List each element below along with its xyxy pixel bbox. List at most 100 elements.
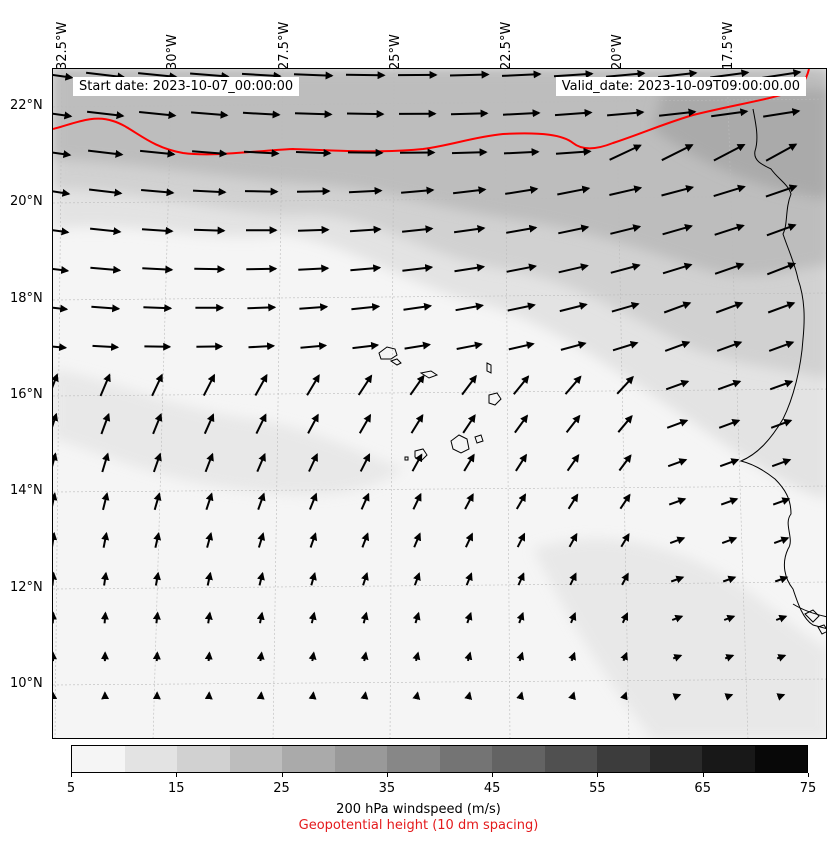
lat-label-12n: 12°N (10, 580, 43, 595)
wind-arrow (711, 108, 749, 118)
wind-arrow (503, 148, 540, 157)
wind-arrow (409, 374, 425, 396)
wind-arrow (202, 373, 216, 397)
wind-arrow (776, 693, 786, 701)
wind-arrow (770, 419, 793, 429)
wind-arrow (766, 262, 797, 276)
wind-arrow (765, 184, 798, 198)
wind-arrow (357, 374, 373, 396)
colorbar-swatch (544, 746, 597, 772)
wind-arrow (53, 111, 73, 120)
lon-label-17-5w: 17.5°W (721, 21, 736, 70)
colorbar-tick-mark (492, 773, 494, 777)
wind-arrow (558, 263, 589, 274)
wind-arrow (411, 453, 423, 472)
wind-arrow (620, 691, 628, 701)
wind-arrow (453, 225, 486, 234)
wind-arrow (204, 651, 213, 662)
colorbar-swatch (229, 746, 282, 772)
wind-arrow (412, 651, 421, 662)
wind-arrow (517, 572, 525, 586)
wind-arrow (515, 453, 527, 472)
wind-arrow (620, 651, 628, 662)
wind-arrow (101, 571, 109, 586)
wind-arrow (606, 69, 646, 78)
colorbar-swatch (597, 746, 650, 772)
wind-arrow (247, 303, 277, 312)
wind-arrow (616, 375, 634, 395)
wind-arrow (610, 262, 641, 274)
graticule (53, 69, 826, 738)
wind-arrow (298, 264, 330, 273)
wind-arrow (412, 611, 421, 624)
wind-arrow (306, 374, 320, 396)
colorbar-swatch (387, 746, 440, 772)
wind-arrow (776, 654, 787, 662)
wind-arrow (205, 571, 213, 586)
wind-arrow (566, 453, 580, 472)
wind-arrow (205, 492, 214, 511)
wind-arrow (248, 342, 276, 351)
colorbar-tick-label: 15 (168, 781, 185, 796)
wind-arrow (100, 412, 111, 435)
wind-arrow (618, 454, 632, 472)
wind-arrow (92, 342, 120, 351)
wind-arrow (308, 651, 317, 662)
wind-arrow (194, 265, 226, 274)
wind-arrow (724, 693, 734, 701)
colorbar-tick-mark (71, 773, 72, 777)
colorbar-tick-mark (176, 773, 178, 777)
wind-arrow (204, 452, 214, 473)
wind-arrow (508, 341, 535, 351)
wind-arrow (501, 70, 542, 79)
wind-arrow (451, 148, 488, 157)
wind-arrow (152, 651, 161, 662)
wind-arrow (665, 379, 690, 391)
wind-arrow (461, 374, 477, 396)
wind-arrow (192, 187, 227, 196)
colorbar-swatch (282, 746, 335, 772)
wind-arrow (255, 413, 267, 435)
lat-label-14n: 14°N (10, 483, 43, 498)
wind-arrow (721, 536, 738, 545)
wind-arrow (413, 572, 421, 586)
wind-arrow (710, 69, 750, 79)
wind-arrow (404, 341, 431, 350)
wind-arrow (294, 110, 333, 119)
wind-arrow (402, 264, 434, 272)
wind-arrow (763, 108, 801, 118)
wind-arrow (568, 612, 577, 624)
colorbar-tick-mark (597, 773, 599, 777)
wind-arrow (358, 413, 372, 434)
wind-arrow (138, 110, 177, 119)
wind-arrow (142, 265, 174, 274)
wind-arrow (568, 651, 576, 662)
wind-arrow (99, 373, 111, 397)
wind-arrow (53, 531, 58, 548)
wind-arrow (775, 614, 788, 623)
colorbar-swatch (124, 746, 177, 772)
wind-arrow (713, 143, 746, 162)
wind-arrow (774, 575, 789, 584)
wind-arrow (53, 227, 70, 236)
wind-arrow (412, 492, 422, 510)
wind-arrow (360, 611, 369, 624)
colorbar-swatch (334, 746, 387, 772)
wind-arrow (766, 223, 797, 237)
colorbar-tick-mark (386, 773, 388, 777)
wind-arrow (506, 263, 537, 273)
wind-arrow (293, 71, 334, 80)
wind-arrow (465, 572, 473, 586)
wind-arrow (661, 185, 695, 197)
wind-arrow (713, 184, 746, 198)
wind-arrow (717, 379, 742, 391)
wind-arrow (664, 340, 691, 352)
colorbar-sublabel: Geopotential height (10 dm spacing) (298, 818, 539, 833)
wind-arrow (256, 452, 266, 472)
wind-arrow (513, 375, 530, 395)
wind-arrow (308, 611, 317, 624)
wind-arrow (568, 532, 578, 548)
map-panel: Start date: 2023-10-07_00:00:00 Valid_da… (52, 68, 827, 739)
wind-arrow (244, 187, 279, 196)
colorbar-tick-label: 35 (378, 781, 396, 796)
